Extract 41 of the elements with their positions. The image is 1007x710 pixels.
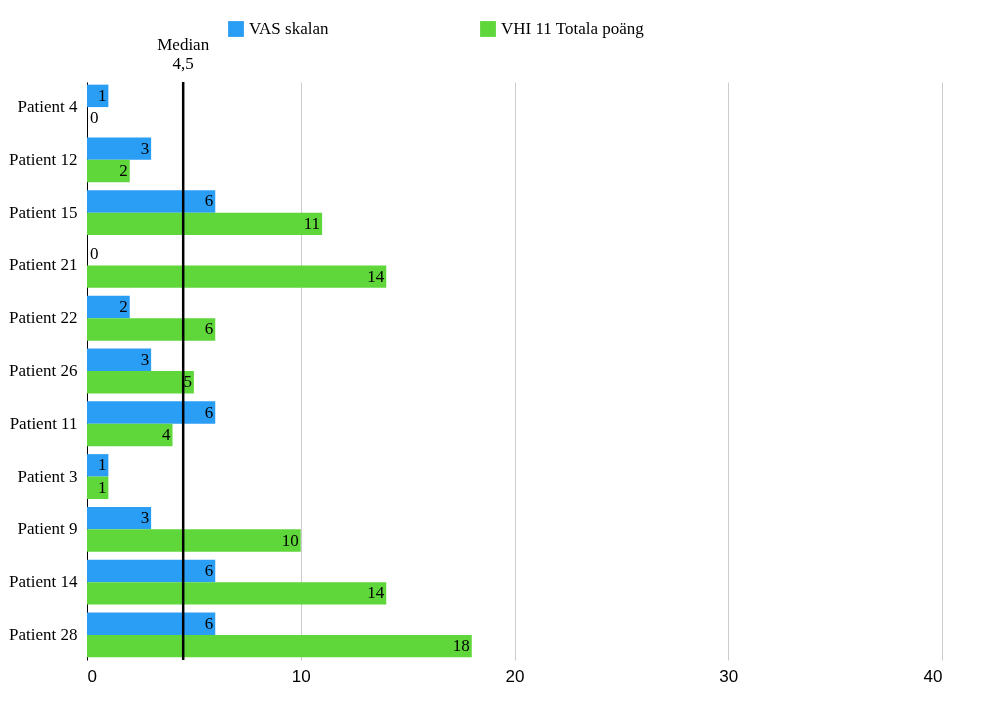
data-label: 6: [204, 560, 214, 580]
y-tick-label: Patient 14: [9, 572, 78, 592]
data-label: 6: [204, 402, 214, 422]
data-label: 1: [97, 455, 107, 475]
data-label: 11: [303, 213, 321, 233]
y-tick-label: Patient 4: [17, 97, 78, 117]
data-label: 0: [90, 108, 99, 128]
data-label: 18: [452, 636, 470, 656]
data-label: 5: [183, 372, 192, 392]
data-label: 1: [97, 85, 107, 105]
y-tick-label: Patient 22: [9, 308, 78, 328]
data-label: 2: [119, 161, 128, 181]
x-tick-label: 30: [719, 666, 739, 686]
data-label: 6: [204, 613, 214, 633]
x-tick-label: 20: [505, 666, 525, 686]
y-tick-label: Patient 11: [9, 413, 78, 433]
y-tick-label: Patient 9: [17, 519, 78, 539]
data-label: 10: [281, 530, 299, 550]
data-label: 6: [204, 191, 214, 211]
x-tick-label: 40: [923, 666, 943, 686]
data-label: 2: [119, 297, 128, 316]
data-label: 6: [204, 319, 214, 339]
data-label: 3: [140, 138, 150, 158]
y-tick-label: Patient 12: [9, 149, 78, 169]
data-label: 3: [140, 508, 150, 528]
data-label: 14: [367, 583, 385, 603]
y-tick-label: Patient 15: [9, 202, 78, 222]
data-label: 0: [90, 244, 99, 264]
ref-line-label: Median 4,5: [157, 35, 210, 73]
y-tick-label: Patient 3: [17, 466, 78, 486]
data-label: 1: [97, 477, 107, 497]
legend-label: VAS skalan: [249, 19, 329, 38]
legend-label: VHI 11 Totala poäng: [501, 19, 645, 38]
y-tick-label: Patient 26: [9, 361, 78, 380]
data-label: 4: [162, 425, 171, 444]
y-tick-label: Patient 21: [9, 255, 78, 275]
data-label: 14: [367, 266, 385, 286]
data-label: 3: [140, 349, 150, 369]
y-tick-label: Patient 28: [9, 624, 78, 644]
x-tick-label: 0: [87, 666, 97, 686]
x-tick-label: 10: [291, 666, 311, 686]
